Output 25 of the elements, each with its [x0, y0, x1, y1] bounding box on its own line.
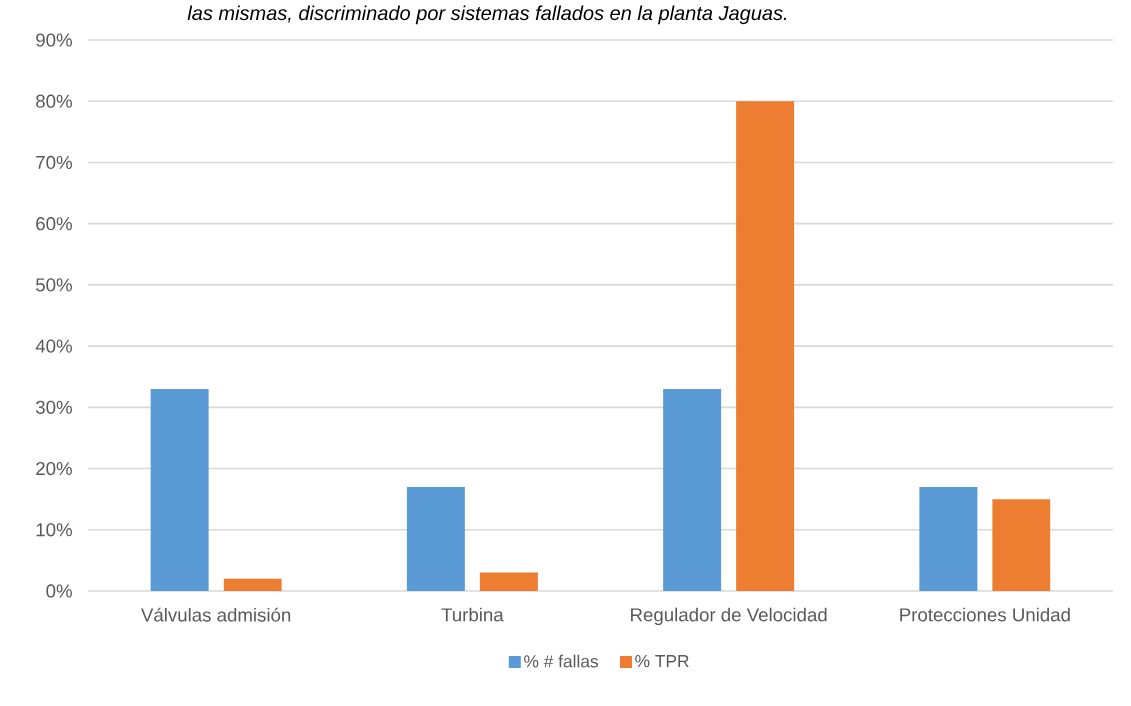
y-tick-label: 0%: [46, 584, 72, 598]
bar: [479, 572, 538, 591]
y-tick-label: 50%: [36, 278, 72, 292]
bar: [150, 388, 209, 591]
y-tick-label: 70%: [36, 155, 72, 170]
bar: [992, 499, 1051, 591]
legend-label: % # fallas: [524, 654, 598, 668]
y-tick-label: 90%: [36, 33, 72, 47]
x-tick-label: Válvulas admisión: [140, 607, 291, 622]
x-tick-label: Protecciones Unidad: [900, 607, 1070, 622]
y-tick-label: 40%: [35, 339, 72, 353]
bar: [919, 486, 978, 591]
bar: [736, 101, 795, 591]
bar: [406, 486, 465, 591]
x-tick-label: Regulador de Velocidad: [631, 607, 827, 626]
y-tick-label: 30%: [35, 400, 72, 414]
bar: [223, 578, 282, 591]
y-tick-label: 20%: [36, 461, 72, 476]
y-tick-label: 60%: [36, 217, 72, 231]
bar: [663, 388, 722, 591]
y-tick-label: 80%: [36, 94, 72, 108]
legend-label: % TPR: [635, 655, 689, 668]
x-tick-label: Turbina: [441, 607, 504, 622]
y-tick-label: 10%: [36, 523, 72, 537]
chart-title: las mismas, discriminado por sistemas fallados en la planta Jaguas.: [187, 5, 787, 25]
